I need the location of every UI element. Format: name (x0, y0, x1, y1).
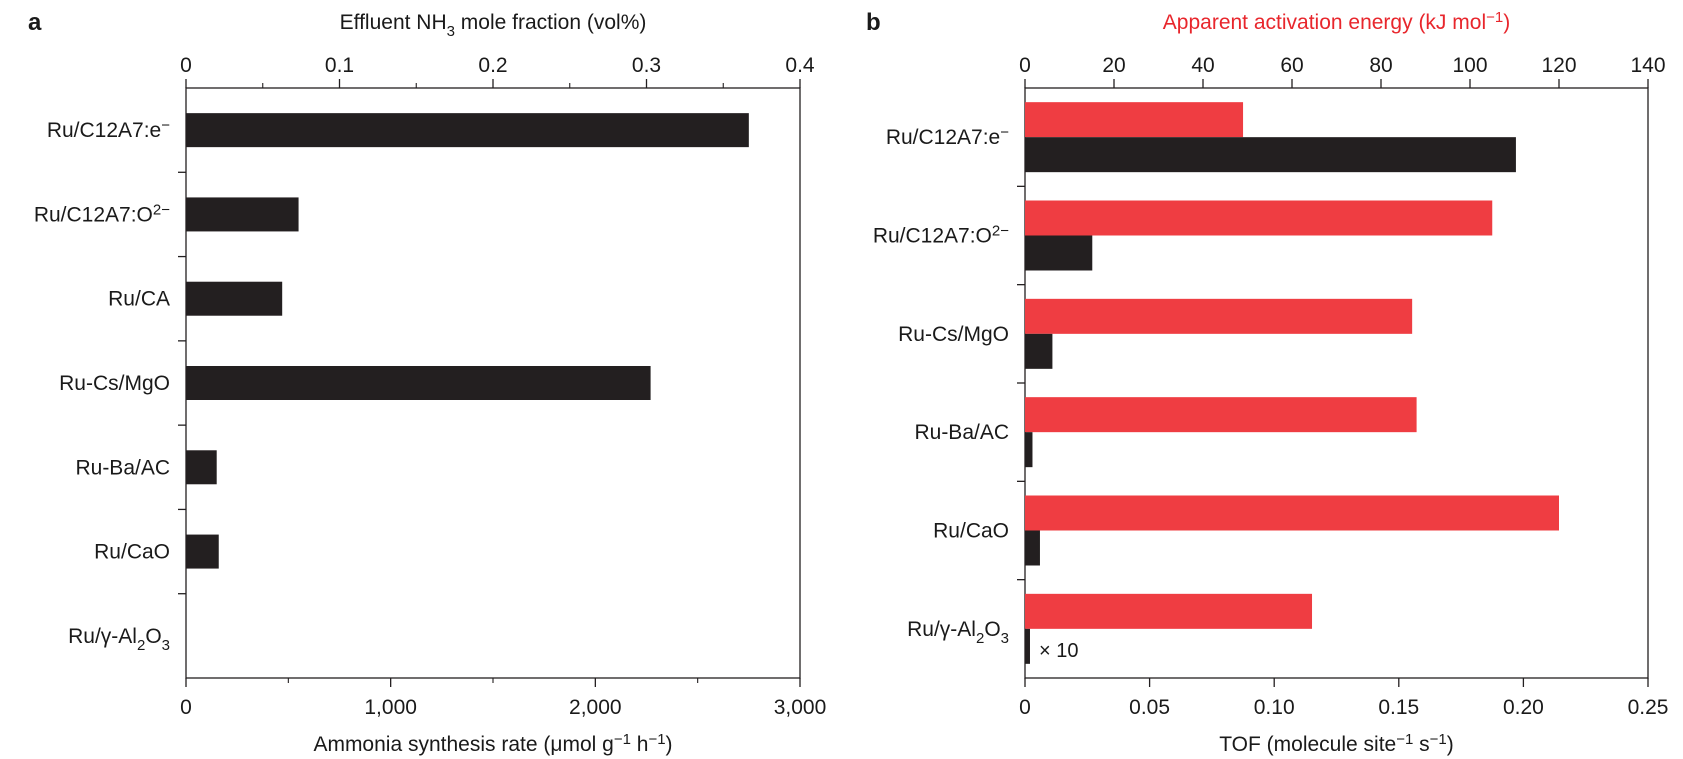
x2-tick-label: 60 (1280, 54, 1303, 77)
bar-ru-cs-mgo (186, 366, 651, 400)
x-tick-label: 0.05 (1129, 696, 1170, 719)
x-tick-label: 0.15 (1378, 696, 1419, 719)
category-label-ru-ba-ac: Ru-Ba/AC (75, 456, 170, 479)
panel-a: a 0 1,000 2,000 3,000 0 0.1 0.2 0.3 0.4 Ammonia sy… (28, 9, 826, 756)
bar-tof-ru-cs-mgo (1025, 333, 1053, 369)
x2-tick-label: 0.4 (785, 54, 815, 77)
bar-ru-ba-ac (186, 450, 217, 485)
category-label-ru-c12a7-o: Ru/C12A7:O2−​ (34, 201, 170, 226)
bar-activation-energy-ru-c12a7-o (1025, 200, 1493, 236)
category-label-ru-cs-mgo: Ru-Cs/MgO (59, 372, 170, 395)
category-label-ru-c12a7-o: Ru/C12A7:O2−​ (873, 223, 1009, 248)
bar-activation-energy-ru-ba-ac (1025, 397, 1417, 433)
x-tick-label: 0.25 (1628, 696, 1669, 719)
plot-frame (1024, 87, 1649, 679)
bar-ru-cao (186, 534, 219, 569)
bar-ru-c12a7-e (186, 113, 749, 148)
x2-tick-label: 0.1 (325, 54, 354, 77)
bar-tof-ru-c12a7-e (1025, 137, 1516, 173)
x2-tick-label: 100 (1452, 54, 1487, 77)
x-tick-label: 0.20 (1503, 696, 1544, 719)
bar-activation-energy-ru-cao (1025, 495, 1559, 531)
x-tick-label: 0 (1019, 696, 1031, 719)
x-tick-label: 0 (180, 696, 192, 719)
x2-tick-label: 0.3 (632, 54, 661, 77)
panel-letter-a: a (28, 9, 42, 36)
panel-letter-b: b (866, 9, 881, 36)
category-label-ru-cao: Ru/CaO (933, 520, 1009, 543)
x-axis-title: Ammonia synthesis rate (μmol g−1​ h−1​) (313, 731, 672, 756)
category-label-ru-al-o: Ru/γ-Al2​O3​ (68, 625, 170, 654)
x-tick-label: 0.10 (1254, 696, 1295, 719)
x2-axis-title: Apparent activation energy (kJ mol−1​) (1163, 9, 1510, 34)
bar-ru-ca (186, 281, 283, 316)
category-label-ru-cao: Ru/CaO (94, 541, 170, 564)
bar-tof-ru-ba-ac (1025, 432, 1033, 468)
category-label-ru-cs-mgo: Ru-Cs/MgO (898, 323, 1009, 346)
category-label-ru-al-o: Ru/γ-Al2​O3​ (907, 618, 1009, 647)
x2-axis-title: Effluent NH3​ mole fraction (vol%) (340, 11, 647, 40)
annotation-times-10: × 10 (1039, 640, 1078, 662)
x2-tick-label: 0 (1019, 54, 1031, 77)
bar-tof-ru-c12a7-o (1025, 235, 1093, 271)
bar-activation-energy-ru-c12a7-e (1025, 102, 1244, 138)
bar-tof-ru-cao (1025, 530, 1040, 566)
category-label-ru-ba-ac: Ru-Ba/AC (914, 421, 1009, 444)
x2-tick-label: 0 (180, 54, 192, 77)
x2-tick-label: 40 (1191, 54, 1214, 77)
x-tick-label: 1,000 (364, 696, 417, 719)
bar-tof-ru-al-o (1025, 628, 1030, 664)
x2-tick-label: 20 (1102, 54, 1125, 77)
x2-tick-label: 140 (1630, 54, 1665, 77)
bar-ru-c12a7-o (186, 197, 299, 232)
x2-tick-label: 80 (1369, 54, 1392, 77)
category-label-ru-c12a7-e: Ru/C12A7:e−​ (886, 124, 1009, 149)
bar-activation-energy-ru-cs-mgo (1025, 298, 1413, 334)
x2-tick-label: 0.2 (478, 54, 507, 77)
bar-activation-energy-ru-al-o (1025, 593, 1313, 629)
x-axis-title: TOF (molecule site−1​ s−1​) (1219, 731, 1454, 756)
x2-tick-label: 120 (1541, 54, 1576, 77)
panel-b: b 0 0.05 0.10 0.15 0.20 0.25 0 20 40 60 80 100 120 140… (866, 9, 1668, 756)
category-label-ru-ca: Ru/CA (108, 288, 170, 311)
x-tick-label: 2,000 (569, 696, 622, 719)
x-tick-label: 3,000 (774, 696, 827, 719)
category-label-ru-c12a7-e: Ru/C12A7:e−​ (47, 117, 170, 142)
